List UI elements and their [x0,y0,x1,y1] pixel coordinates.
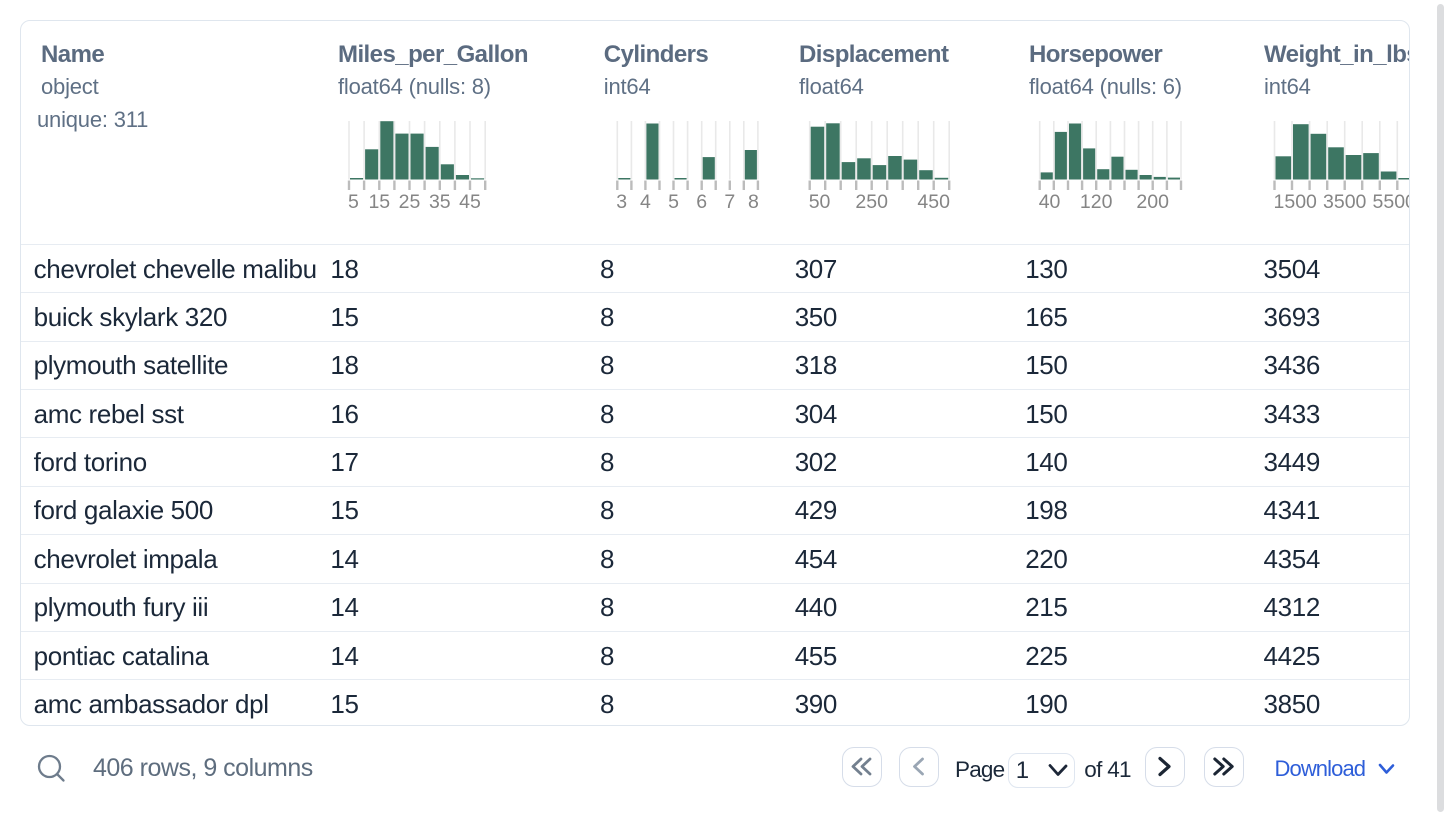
svg-text:35: 35 [429,191,451,213]
svg-text:6: 6 [696,191,707,213]
svg-text:250: 250 [855,191,888,213]
svg-text:45: 45 [459,191,481,213]
svg-text:8: 8 [748,191,759,213]
svg-text:7: 7 [724,191,735,213]
svg-text:5500: 5500 [1373,191,1410,213]
svg-text:3: 3 [616,191,627,213]
svg-text:4: 4 [640,191,651,213]
svg-text:3500: 3500 [1323,191,1367,213]
svg-text:1500: 1500 [1274,191,1318,213]
svg-text:5: 5 [668,191,679,213]
svg-text:50: 50 [809,191,831,213]
svg-text:15: 15 [368,191,390,213]
svg-text:200: 200 [1136,191,1169,213]
svg-text:25: 25 [399,191,421,213]
svg-text:40: 40 [1039,191,1061,213]
svg-text:450: 450 [917,191,950,213]
svg-text:120: 120 [1080,191,1113,213]
svg-text:5: 5 [348,191,359,213]
